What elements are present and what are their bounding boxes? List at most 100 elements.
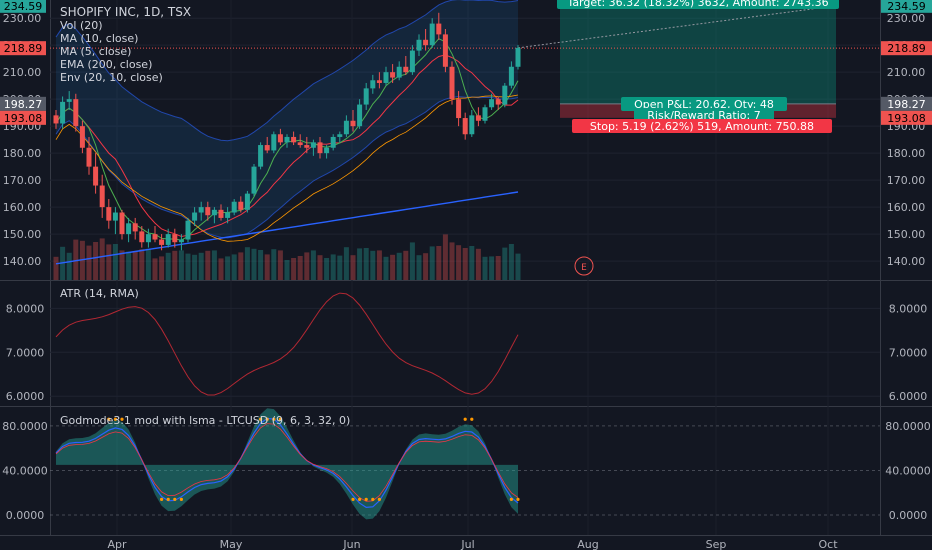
- time-tick-label: Sep: [706, 538, 727, 550]
- price-marker-bg: [881, 0, 932, 13]
- candle-body: [515, 47, 521, 67]
- volume-bar: [456, 245, 462, 280]
- volume-bar: [145, 248, 151, 280]
- volume-bar: [324, 258, 330, 280]
- volume-bar: [258, 250, 264, 280]
- trend-line: [517, 5, 837, 49]
- candle-body: [112, 212, 118, 221]
- volume-bars: [53, 234, 521, 280]
- candle-body: [66, 99, 72, 102]
- candle-body: [225, 212, 231, 218]
- osc-area: [56, 408, 518, 520]
- volume-bar: [99, 238, 105, 280]
- volume-bar: [126, 251, 132, 280]
- volume-bar: [225, 256, 231, 280]
- time-tick-label: Oct: [818, 538, 838, 550]
- candle-body: [324, 147, 330, 154]
- osc-dot: [371, 497, 375, 501]
- volume-bar: [489, 256, 495, 280]
- volume-bar: [251, 248, 257, 280]
- candles: [53, 12, 521, 251]
- volume-bar: [350, 255, 356, 280]
- candle-body: [363, 88, 369, 105]
- atr-left-tick: 7.0000: [6, 346, 45, 359]
- osc-dot: [358, 497, 362, 501]
- rr-label: Risk/Reward Ratio: 7: [647, 109, 760, 122]
- candle-body: [310, 142, 316, 148]
- candle-body: [429, 23, 435, 46]
- earnings-circle: [574, 256, 594, 276]
- atr-right-tick: 8.0000: [889, 302, 928, 315]
- candle-body: [508, 66, 514, 86]
- candle-body: [79, 126, 85, 148]
- volume-bar: [132, 251, 138, 280]
- right-tick-label: 180.00: [887, 147, 926, 160]
- price-marker-label: 193.08: [4, 112, 43, 125]
- price-marker-label: 198.27: [4, 98, 43, 111]
- volume-bar: [264, 254, 270, 280]
- candle-body: [60, 101, 66, 124]
- candle-body: [178, 239, 184, 243]
- candle-body: [244, 193, 250, 210]
- volume-bar: [383, 256, 389, 280]
- atr-line: [55, 292, 519, 396]
- candle-body: [469, 115, 475, 135]
- main-legend: SHOPIFY INC, 1D, TSX Vol (20) MA (10, cl…: [60, 6, 191, 85]
- volume-bar: [396, 252, 402, 280]
- profit-zone: [560, 5, 836, 104]
- osc-dot: [463, 417, 467, 421]
- price-marker-label: 234.59: [887, 0, 926, 13]
- candle-body: [337, 134, 343, 137]
- osc-left-tick: 80.0000: [2, 420, 48, 433]
- price-marker-label: 218.89: [4, 42, 43, 55]
- volume-bar: [277, 250, 283, 280]
- volume-bar: [403, 250, 409, 280]
- volume-bar: [284, 260, 290, 280]
- candle-body: [423, 39, 429, 46]
- osc-dot: [173, 497, 177, 501]
- volume-bar: [152, 258, 158, 280]
- volume-bar: [462, 248, 468, 280]
- candle-body: [442, 34, 448, 67]
- candle-body: [350, 120, 356, 127]
- left-tick-label: 150.00: [3, 228, 42, 241]
- osc-dot: [179, 497, 183, 501]
- candle-body: [132, 223, 138, 232]
- volume-bar: [73, 239, 79, 280]
- volume-bar: [482, 256, 488, 280]
- legend-ma10: MA (10, close): [60, 32, 139, 45]
- volume-bar: [343, 247, 349, 280]
- left-tick-label: 210.00: [3, 66, 42, 79]
- candle-body: [159, 239, 165, 245]
- candle-body: [172, 234, 178, 243]
- candle-body: [264, 145, 270, 151]
- osc-dot: [470, 417, 474, 421]
- volume-bar: [297, 256, 303, 280]
- volume-bar: [231, 254, 237, 280]
- candle-body: [205, 207, 211, 216]
- candle-body: [271, 134, 277, 151]
- time-tick-label: Apr: [107, 538, 127, 550]
- candle-body: [330, 136, 336, 148]
- time-tick-label: Aug: [577, 538, 598, 550]
- left-tick-label: 170.00: [3, 174, 42, 187]
- volume-bar: [238, 252, 244, 280]
- volume-bar: [178, 250, 184, 280]
- candle-body: [449, 66, 455, 100]
- candle-body: [462, 118, 468, 135]
- right-tick-label: 230.00: [887, 12, 926, 25]
- candle-body: [456, 99, 462, 119]
- candle-body: [165, 234, 171, 245]
- candle-body: [86, 147, 92, 167]
- candle-body: [396, 66, 402, 78]
- pnl-label: Open P&L: 20.62, Qty: 48: [634, 98, 774, 111]
- candle-body: [218, 209, 224, 218]
- price-marker-bg: [881, 96, 932, 111]
- volume-bar: [244, 247, 250, 280]
- earnings-marker[interactable]: E: [574, 256, 594, 276]
- osc-dot: [265, 417, 269, 421]
- atr-right-tick: 7.0000: [889, 346, 928, 359]
- osc-dot: [516, 497, 520, 501]
- left-tick-label: 180.00: [3, 147, 42, 160]
